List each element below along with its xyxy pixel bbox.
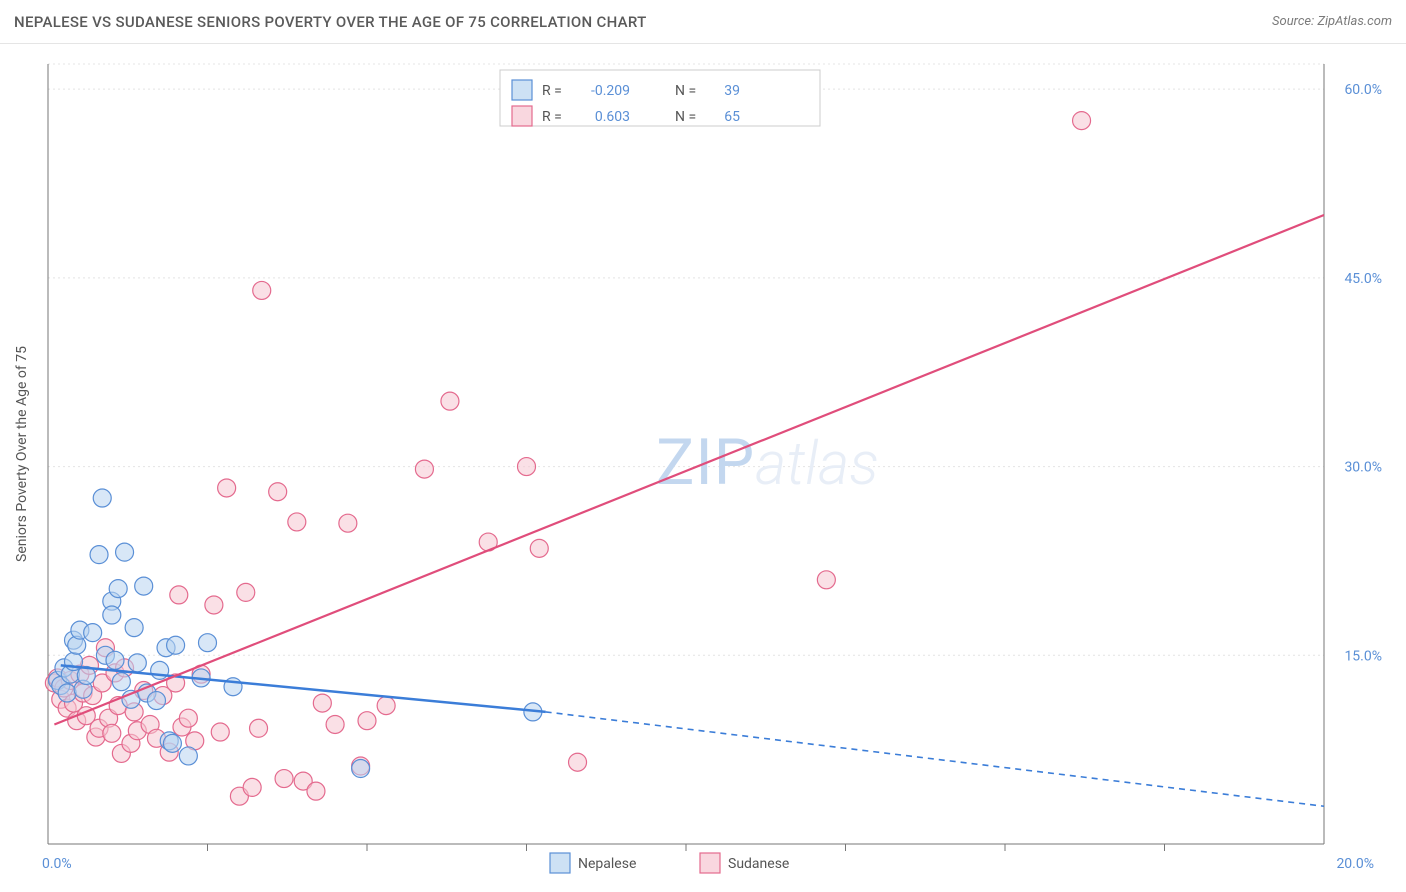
legend-swatch <box>550 853 570 873</box>
svg-text:15.0%: 15.0% <box>1344 648 1382 664</box>
scatter-point <box>415 460 433 478</box>
scatter-point <box>90 546 108 564</box>
scatter-point <box>128 654 146 672</box>
svg-text:R =: R = <box>542 83 562 99</box>
legend-swatch <box>700 853 720 873</box>
scatter-point <box>253 281 271 299</box>
chart-header: NEPALESE VS SUDANESE SENIORS POVERTY OVE… <box>0 0 1406 44</box>
scatter-point <box>339 514 357 532</box>
scatter-point <box>817 571 835 589</box>
scatter-point <box>530 539 548 557</box>
scatter-point <box>109 580 127 598</box>
scatter-point <box>275 770 293 788</box>
scatter-point <box>106 651 124 669</box>
legend-label: Sudanese <box>728 856 789 872</box>
scatter-point <box>441 392 459 410</box>
svg-text:R =: R = <box>542 109 562 125</box>
scatter-point <box>167 636 185 654</box>
scatter-point <box>84 624 102 642</box>
svg-text:0.0%: 0.0% <box>42 856 72 872</box>
legend-swatch <box>512 80 532 100</box>
scatter-point <box>163 734 181 752</box>
legend-label: Nepalese <box>578 856 636 872</box>
scatter-point <box>1073 112 1091 130</box>
scatter-point <box>288 513 306 531</box>
scatter-point <box>518 458 536 476</box>
scatter-chart: 15.0% 30.0% 45.0% 60.0% 0.0% 20.0% Seniors Pov… <box>0 44 1406 892</box>
trend-line-dashed <box>546 712 1324 806</box>
scatter-point <box>269 483 287 501</box>
scatter-point <box>58 684 76 702</box>
scatter-point <box>326 715 344 733</box>
svg-text:20.0%: 20.0% <box>1336 856 1374 872</box>
scatter-point <box>179 747 197 765</box>
source-attribution: Source: ZipAtlas.com <box>1272 14 1392 29</box>
chart-svg: 15.0% 30.0% 45.0% 60.0% 0.0% 20.0% Seniors Pov… <box>0 44 1406 892</box>
scatter-point <box>103 724 121 742</box>
scatter-point <box>205 596 223 614</box>
svg-text:39: 39 <box>724 83 740 99</box>
scatter-point <box>358 712 376 730</box>
svg-text:N =: N = <box>675 109 696 125</box>
scatter-point <box>211 723 229 741</box>
scatter-point <box>377 697 395 715</box>
scatter-point <box>352 760 370 778</box>
scatter-point <box>125 619 143 637</box>
scatter-point <box>199 634 217 652</box>
svg-text:Seniors Poverty Over the Age o: Seniors Poverty Over the Age of 75 <box>14 346 30 562</box>
chart-title: NEPALESE VS SUDANESE SENIORS POVERTY OVE… <box>14 13 647 31</box>
svg-text:45.0%: 45.0% <box>1344 271 1382 287</box>
scatter-point <box>179 709 197 727</box>
scatter-point <box>243 778 261 796</box>
scatter-point <box>103 606 121 624</box>
trend-line <box>54 215 1324 725</box>
scatter-point <box>569 753 587 771</box>
scatter-point <box>170 586 188 604</box>
svg-text:0.603: 0.603 <box>595 109 630 125</box>
scatter-point <box>250 719 268 737</box>
svg-text:60.0%: 60.0% <box>1344 82 1382 98</box>
svg-text:N =: N = <box>675 83 696 99</box>
scatter-point <box>218 479 236 497</box>
scatter-point <box>307 782 325 800</box>
scatter-point <box>135 577 153 595</box>
legend-swatch <box>512 106 532 126</box>
scatter-point <box>237 583 255 601</box>
svg-text:65: 65 <box>724 109 740 125</box>
svg-text:30.0%: 30.0% <box>1344 460 1382 476</box>
scatter-point <box>116 543 134 561</box>
svg-text:ZIPatlas: ZIPatlas <box>656 425 879 500</box>
svg-text:-0.209: -0.209 <box>591 83 630 99</box>
scatter-point <box>313 694 331 712</box>
scatter-point <box>147 692 165 710</box>
scatter-point <box>112 673 130 691</box>
scatter-point <box>93 489 111 507</box>
